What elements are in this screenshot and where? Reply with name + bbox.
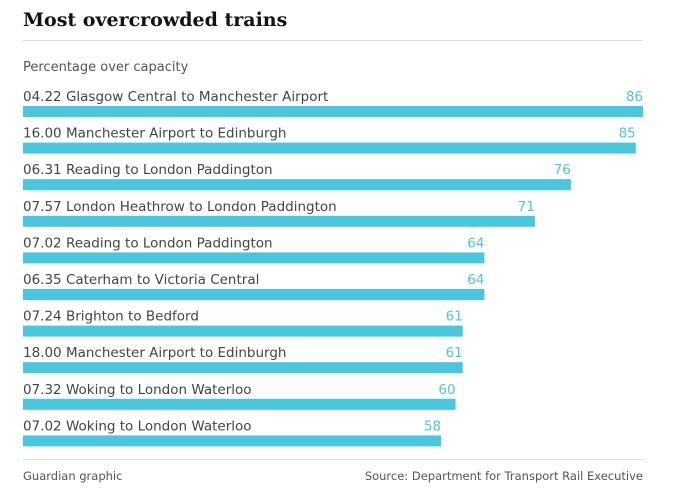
bar-row: 07.02 Reading to London Paddington 64 bbox=[23, 235, 485, 264]
category-label: 07.02 Woking to London Waterloo bbox=[23, 418, 252, 434]
bar bbox=[23, 142, 636, 154]
bar-row: 07.02 Woking to London Waterloo 58 bbox=[23, 418, 442, 447]
bar-row: 18.00 Manchester Airport to Edinburgh 61 bbox=[23, 345, 463, 374]
bar-row: 07.57 London Heathrow to London Paddingt… bbox=[23, 199, 535, 227]
credit-text: Guardian graphic bbox=[23, 469, 123, 483]
bar bbox=[23, 106, 643, 117]
footer-divider bbox=[23, 459, 643, 460]
bar-row: 04.22 Glasgow Central to Manchester Airp… bbox=[23, 89, 643, 117]
value-label: 61 bbox=[446, 345, 463, 361]
value-label: 60 bbox=[438, 382, 455, 398]
category-label: 18.00 Manchester Airport to Edinburgh bbox=[23, 345, 287, 361]
category-label: 07.02 Reading to London Paddington bbox=[23, 235, 273, 251]
title-divider bbox=[23, 40, 643, 41]
bar bbox=[23, 179, 571, 191]
chart-subtitle: Percentage over capacity bbox=[23, 60, 189, 75]
source-text: Source: Department for Transport Rail Ex… bbox=[364, 469, 643, 483]
bar bbox=[23, 325, 463, 337]
value-label: 58 bbox=[424, 418, 441, 434]
bar bbox=[23, 215, 535, 227]
value-label: 64 bbox=[467, 235, 484, 251]
category-label: 06.31 Reading to London Paddington bbox=[23, 162, 273, 178]
category-label: 07.32 Woking to London Waterloo bbox=[23, 382, 252, 398]
bar bbox=[23, 252, 485, 264]
value-label: 76 bbox=[554, 162, 571, 178]
value-label: 86 bbox=[626, 89, 643, 105]
category-label: 07.24 Brighton to Bedford bbox=[23, 309, 199, 325]
bar bbox=[23, 435, 442, 447]
bar-row: 06.31 Reading to London Paddington 76 bbox=[23, 162, 571, 191]
chart-title: Most overcrowded trains bbox=[23, 9, 288, 31]
bar bbox=[23, 362, 463, 374]
value-label: 64 bbox=[467, 272, 484, 288]
bar bbox=[23, 398, 456, 410]
category-label: 06.35 Caterham to Victoria Central bbox=[23, 272, 259, 288]
value-label: 61 bbox=[446, 309, 463, 325]
bar-row: 06.35 Caterham to Victoria Central 64 bbox=[23, 272, 485, 300]
value-label: 71 bbox=[518, 199, 535, 215]
bar bbox=[23, 289, 485, 300]
category-label: 16.00 Manchester Airport to Edinburgh bbox=[23, 126, 287, 142]
value-label: 85 bbox=[619, 126, 636, 142]
category-label: 04.22 Glasgow Central to Manchester Airp… bbox=[23, 89, 328, 105]
bar-row: 16.00 Manchester Airport to Edinburgh 85 bbox=[23, 126, 636, 154]
category-label: 07.57 London Heathrow to London Paddingt… bbox=[23, 199, 337, 215]
bar-row: 07.24 Brighton to Bedford 61 bbox=[23, 309, 463, 337]
bar-row: 07.32 Woking to London Waterloo 60 bbox=[23, 382, 456, 410]
